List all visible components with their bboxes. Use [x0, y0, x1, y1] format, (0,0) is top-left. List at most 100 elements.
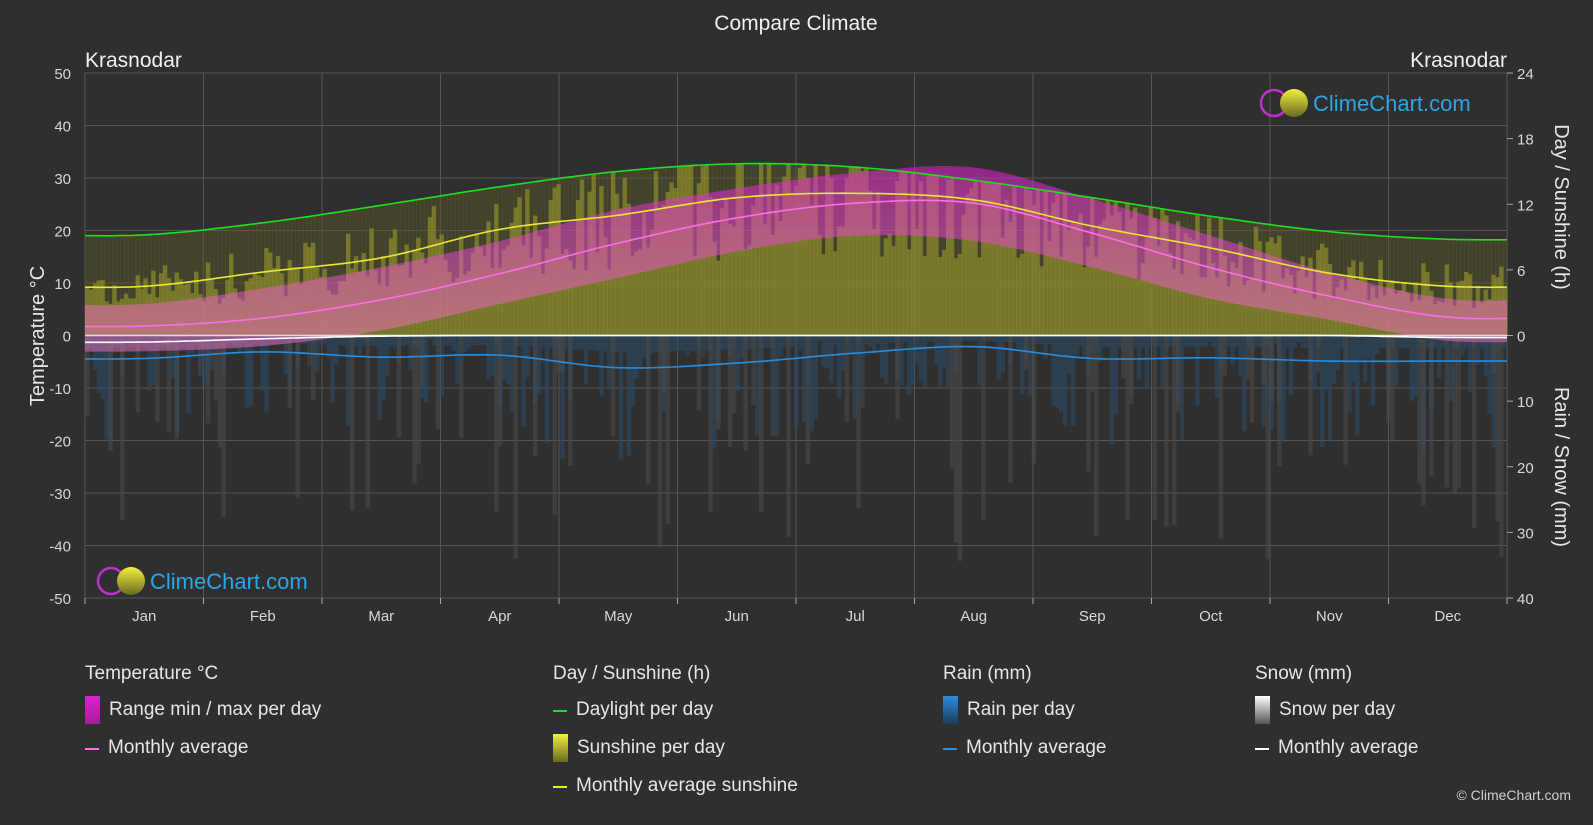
sunshine-bar [731, 226, 737, 336]
legend-item-temp-avg: Monthly average [85, 737, 321, 775]
rain-bar [1242, 335, 1247, 432]
rain-bar [848, 335, 854, 354]
sunshine-bar [743, 249, 748, 336]
rain-bar [1101, 335, 1107, 348]
sunshine-bar [782, 176, 787, 336]
rain-bar [482, 335, 487, 346]
precip-shadow-bar [1499, 335, 1504, 557]
sunshine-bar [692, 256, 698, 336]
sunshine-bar [883, 238, 889, 336]
legend-item-snow-avg: Monthly average [1255, 737, 1418, 775]
rain-bar [377, 335, 382, 421]
sunshine-bar [540, 273, 546, 336]
precip-shadow-bar [727, 335, 733, 447]
precip-shadow-bar [751, 335, 756, 405]
daylight-swatch [553, 710, 567, 712]
rain-bar [903, 335, 908, 343]
rain-bar [942, 335, 947, 368]
legend-sunshine-header: Day / Sunshine (h) [553, 663, 711, 684]
rain-bar [700, 335, 706, 358]
precip-shadow-bar [1152, 335, 1157, 521]
chart-title: Compare Climate [714, 12, 877, 35]
rain-bar [595, 335, 600, 351]
rain-bar [1234, 335, 1239, 347]
precip-shadow-bar [981, 335, 986, 520]
sunshine-bar [634, 251, 639, 336]
sunshine-bar [938, 256, 943, 336]
month-label: Aug [960, 608, 987, 625]
sunshine-bar [790, 193, 795, 336]
rain-bar [1035, 335, 1041, 344]
sunshine-bar [879, 256, 885, 336]
sunshine-bar [638, 249, 643, 336]
rain-bar [330, 335, 335, 403]
rain-bar [1475, 335, 1481, 365]
sunshine-bar [969, 187, 974, 336]
rain-bar [1187, 335, 1192, 347]
rain-bar [817, 335, 822, 342]
sunshine-bar [723, 197, 729, 336]
rain-bar [1366, 335, 1372, 359]
right-top-tick-label: 6 [1517, 263, 1525, 280]
rain-bar [825, 335, 830, 369]
precip-shadow-bar [416, 335, 421, 465]
rain-bar [1468, 335, 1473, 393]
legend-item-snow: Snow per day [1255, 696, 1418, 737]
left-tick-label: -10 [49, 381, 71, 398]
sunshine-bar [957, 254, 963, 336]
rain-bar [922, 335, 928, 387]
rain-bar [918, 335, 924, 382]
daylight-bar [938, 175, 943, 336]
rain-bar [649, 335, 655, 354]
rain-bar [1004, 335, 1009, 343]
rain-bar [1043, 335, 1048, 359]
rain-bar [899, 335, 904, 386]
sunshine-bar [727, 224, 733, 336]
rain-bar [809, 335, 815, 432]
rain-bar [381, 335, 386, 400]
precip-shadow-bar [657, 335, 663, 548]
month-label: Mar [368, 608, 394, 625]
rain-bar [1491, 335, 1496, 448]
sunshine-bar [844, 178, 850, 336]
precip-shadow-bar [1222, 335, 1228, 376]
rain-bar [1312, 335, 1317, 390]
daylight-bar [213, 228, 219, 336]
rain-bar [801, 335, 807, 423]
rain-bar [723, 335, 729, 350]
precip-shadow-bar [1390, 335, 1395, 443]
right-bottom-tick-label: 30 [1517, 525, 1534, 542]
rain-bar [100, 335, 106, 400]
rain-bar [930, 335, 935, 342]
rain-bar [614, 335, 620, 352]
rain-bar [451, 335, 456, 351]
daylight-bar [88, 235, 94, 336]
sunshine-bar [801, 164, 807, 336]
month-label: Jul [846, 608, 865, 625]
rain-bar [821, 335, 826, 367]
daylight-bar [334, 212, 339, 336]
rain-bar [575, 335, 581, 350]
rain-bar [260, 335, 265, 391]
rain-bar [934, 335, 939, 366]
rain-bar [946, 335, 951, 387]
rain-bar [201, 335, 207, 387]
rain-bar [1160, 335, 1165, 388]
daylight-bar [1382, 236, 1387, 336]
rain-bar [1105, 335, 1111, 348]
sunshine-bar [899, 171, 904, 336]
daylight-bar [182, 232, 187, 336]
sunshine-bar [1059, 256, 1064, 336]
rain-bar [977, 335, 982, 386]
precip-shadow-bar [552, 335, 557, 516]
month-label: Feb [250, 608, 276, 625]
sunshine-bar [829, 178, 834, 336]
rain-bar [797, 335, 803, 351]
rain-bar [92, 335, 98, 371]
sunshine-bar [1292, 293, 1298, 336]
rain-bar [1397, 335, 1403, 349]
rain-bar [1016, 335, 1021, 349]
sunshine-bar [661, 204, 667, 336]
daylight-bar [240, 225, 246, 336]
rain-bar [720, 335, 725, 350]
